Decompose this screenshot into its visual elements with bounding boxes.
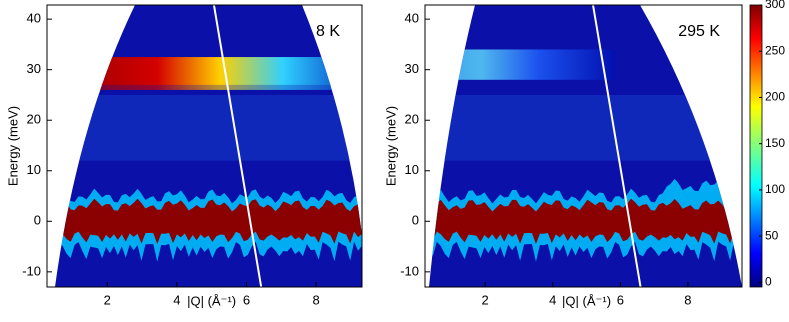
- heatmap-image: [55, 5, 362, 287]
- y-tick-label: 20: [27, 112, 41, 127]
- annotation: 8 K: [316, 23, 340, 40]
- plot-frame: [46, 4, 363, 288]
- x-axis-label: |Q| (Å⁻¹): [562, 293, 611, 308]
- elastic-core: [55, 198, 362, 245]
- x-tick-label: 6: [617, 292, 624, 307]
- heatmap-haze: [55, 94, 362, 161]
- inelastic-band: [55, 57, 362, 85]
- x-tick-label: 2: [104, 292, 111, 307]
- inelastic-band: [429, 49, 616, 80]
- x-axis-label: |Q| (Å⁻¹): [187, 293, 236, 308]
- y-tick-label: 40: [27, 11, 41, 26]
- y-tick-label: -10: [400, 263, 419, 278]
- y-tick-label: 40: [405, 11, 419, 26]
- y-axis-label: Energy (meV): [383, 106, 398, 186]
- colorbar-tick-label: 50: [765, 228, 779, 242]
- x-tick-label: 8: [312, 292, 319, 307]
- colorbar-tick-label: 100: [765, 182, 785, 196]
- y-tick-label: 0: [412, 213, 419, 228]
- y-tick-label: 30: [405, 61, 419, 76]
- x-tick-label: 8: [684, 292, 691, 307]
- plot-frame: [424, 4, 743, 288]
- colorbar-tick-label: 250: [765, 43, 785, 57]
- detector-gap: [592, 5, 642, 287]
- colorbar-tick-label: 150: [765, 136, 785, 150]
- y-tick-label: 20: [405, 112, 419, 127]
- x-tick-label: 4: [173, 292, 180, 307]
- annotation: 295 K: [678, 23, 720, 40]
- colorbar-tick-label: 300: [765, 0, 785, 11]
- colorbar-tick-label: 200: [765, 90, 785, 104]
- x-tick-label: 6: [243, 292, 250, 307]
- x-tick-label: 2: [482, 292, 489, 307]
- y-tick-label: 30: [27, 61, 41, 76]
- y-tick-label: 10: [27, 162, 41, 177]
- heatmap-haze: [429, 94, 742, 161]
- detector-gap: [212, 5, 263, 287]
- colorbar-tick-label: 0: [765, 275, 772, 289]
- inelastic-band-low: [55, 82, 362, 90]
- elastic-core: [429, 198, 742, 245]
- x-tick-label: 4: [549, 292, 556, 307]
- y-tick-label: 10: [405, 162, 419, 177]
- y-tick-label: 0: [34, 213, 41, 228]
- y-axis-label: Energy (meV): [5, 106, 20, 186]
- y-tick-label: -10: [22, 263, 41, 278]
- colorbar: [749, 4, 763, 288]
- heatmap-image: [429, 5, 742, 287]
